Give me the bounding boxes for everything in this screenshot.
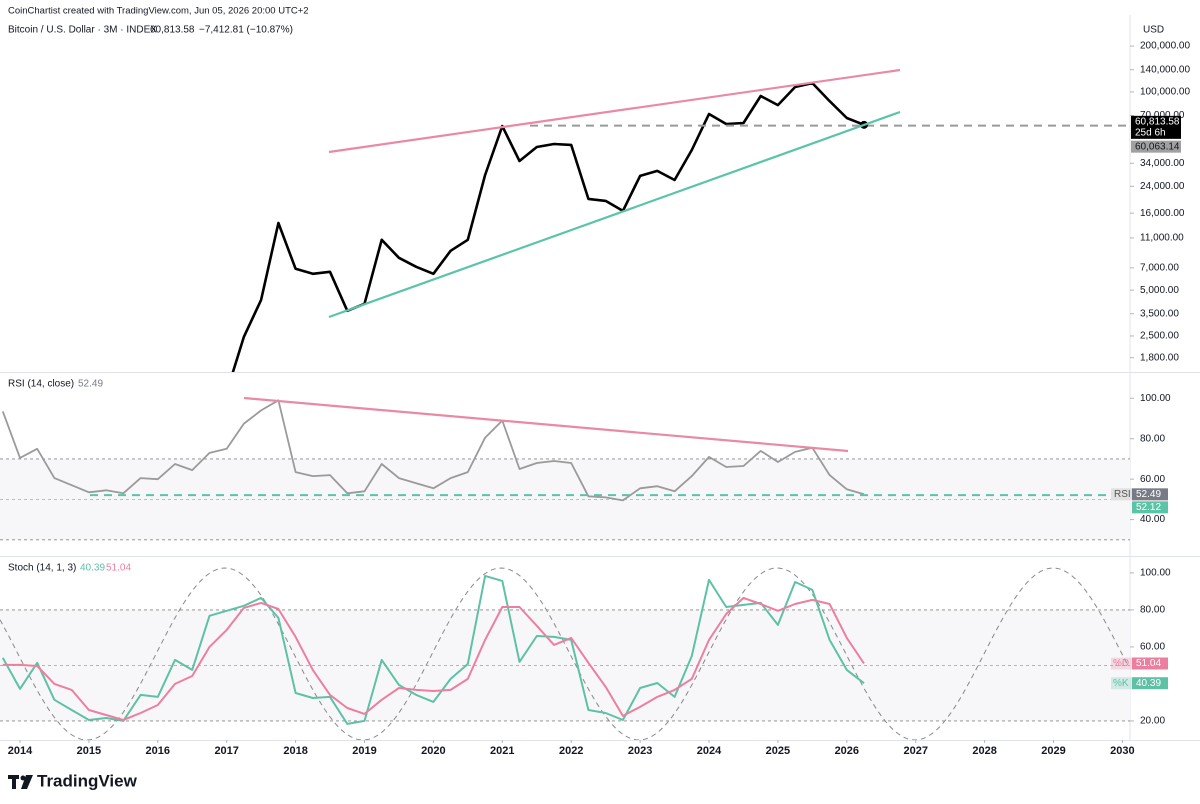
pane [231, 81, 865, 372]
countdown: 25d 6h [1135, 127, 1166, 138]
value-box [1132, 488, 1168, 501]
y-tick-label: 80.00 [1140, 433, 1165, 444]
x-tick-label: 2018 [283, 745, 307, 757]
y-tick-label: 70,000.00 [1140, 110, 1185, 121]
rsi-trendline [243, 396, 849, 453]
rsi-title: RSI (14, close) [8, 379, 74, 390]
cycle-wave [0, 567, 1129, 740]
x-tick-label: 2016 [146, 745, 170, 757]
stoch-title: Stoch (14, 1, 3) [8, 563, 76, 574]
x-tick-label: 2015 [77, 745, 101, 757]
plot-layer: 200,000.00 140,000.00 100,000.00 70,000.00 3… [0, 41, 1190, 757]
level-box [1131, 140, 1181, 153]
x-tick-label: 2028 [972, 745, 996, 757]
brand: TradingView [37, 771, 138, 790]
x-tick-label: 2019 [352, 745, 376, 757]
series-name-box [1111, 657, 1132, 670]
y-tick-label: 100,000.00 [1140, 87, 1190, 98]
credit: CoinChartist created with TradingView.co… [8, 6, 309, 17]
logo-part [12, 775, 16, 789]
y-tick-label: 7,000.00 [1140, 262, 1179, 273]
currency: USD [1143, 25, 1164, 36]
value-box [1132, 677, 1168, 690]
y-tick-label: 140,000.00 [1140, 64, 1190, 75]
series-line [2, 596, 865, 721]
pane [0, 567, 1130, 740]
series-line [231, 81, 865, 372]
value-label: 51.04 [1136, 658, 1161, 669]
x-tick-label: 2020 [421, 745, 445, 757]
stoch-k-legend: 40.39 [80, 563, 105, 574]
y-tick-label: 60.00 [1140, 474, 1165, 485]
y-tick-label: 100.00 [1140, 393, 1171, 404]
y-tick-label: 24,000.00 [1140, 181, 1185, 192]
support-trendline [328, 110, 901, 319]
last-price: 60,813.58 [150, 25, 195, 36]
y-tick-label: 200,000.00 [1140, 41, 1190, 52]
y-tick-label: 11,000.00 [1140, 233, 1184, 244]
series-name: RSI [1114, 489, 1131, 500]
last-price-box [1131, 115, 1181, 139]
y-tick-label: 60.00 [1140, 642, 1165, 653]
resistance-trendline [328, 68, 901, 154]
x-tick-label: 2024 [697, 745, 722, 757]
x-tick-label: 2017 [214, 745, 238, 757]
y-tick-label: 3,500.00 [1140, 308, 1179, 319]
price-change: −7,412.81 (−10.87%) [199, 25, 293, 36]
y-tick-label: 16,000.00 [1140, 208, 1185, 219]
x-tick-label: 2023 [628, 745, 652, 757]
stoch-d-legend: 51.04 [106, 563, 131, 574]
y-tick-label: 1,800.00 [1140, 352, 1179, 363]
level-box [1132, 501, 1168, 514]
x-tick-label: 2025 [766, 745, 790, 757]
x-tick-label: 2027 [903, 745, 927, 757]
series-name: %K [1113, 678, 1129, 689]
series-name-box [1111, 488, 1132, 501]
value-label: 52.49 [1136, 489, 1161, 500]
level-label: 52.12 [1136, 502, 1161, 513]
logo-part [20, 775, 26, 781]
symbol-title: Bitcoin / U.S. Dollar · 3M · INDEX [8, 25, 157, 36]
level-label: 60,063.14 [1135, 141, 1180, 152]
last-price-label: 60,813.58 [1135, 116, 1180, 127]
y-tick-label: 80.00 [1140, 605, 1165, 616]
pane [0, 399, 1130, 541]
x-tick-label: 2022 [559, 745, 583, 757]
x-tick-label: 2014 [8, 745, 33, 757]
y-tick-label: 2,500.00 [1140, 331, 1179, 342]
y-tick-label: 40.00 [1140, 514, 1165, 525]
value-box [1132, 657, 1168, 670]
series-line [1, 399, 865, 502]
y-tick-label: 100.00 [1140, 568, 1171, 579]
x-tick-label: 2030 [1110, 745, 1134, 757]
y-tick-label: 34,000.00 [1140, 158, 1185, 169]
value-label: 40.39 [1136, 678, 1161, 689]
logo-part [21, 775, 33, 789]
x-tick-label: 2026 [835, 745, 859, 757]
x-tick-label: 2021 [490, 745, 514, 757]
series-name-box [1111, 677, 1132, 690]
x-tick-label: 2029 [1041, 745, 1065, 757]
brand-logo [8, 775, 33, 789]
y-tick-label: 20.00 [1140, 716, 1165, 727]
rsi-legend-value: 52.49 [78, 379, 103, 390]
y-tick-label: 5,000.00 [1140, 285, 1179, 296]
series-line [1, 574, 865, 725]
series-name: %D [1113, 658, 1129, 669]
